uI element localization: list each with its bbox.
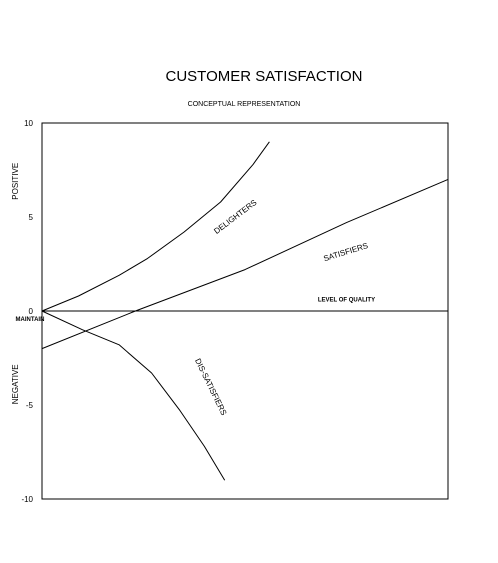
chart-subtitle: CONCEPTUAL REPRESENTATION — [188, 101, 301, 108]
y-tick-labels: 10 5 0 -5 -10 — [21, 119, 33, 504]
positive-axis-label: POSITIVE — [11, 163, 20, 200]
series-line-satisfiers — [41, 178, 449, 350]
series-line-dis-satisfiers — [41, 310, 226, 481]
annotation-dis-satisfiers: DIS-SATISFIERS — [193, 357, 228, 417]
series-lines — [41, 141, 449, 481]
annotation-level-of-quality: LEVEL OF QUALITY — [318, 298, 375, 304]
curve-annotations: DELIGHTERSSATISFIERSDIS-SATISFIERSLEVEL … — [193, 198, 375, 417]
maintain-label: MAINTAIN — [16, 317, 45, 323]
annotation-satisfiers: SATISFIERS — [322, 241, 369, 263]
y-tick-label: 0 — [29, 307, 34, 316]
y-tick-label: -5 — [26, 401, 34, 410]
series-line-delighters — [41, 141, 270, 312]
negative-axis-label: NEGATIVE — [11, 364, 20, 404]
y-tick-label: -10 — [21, 495, 33, 504]
y-tick-label: 5 — [29, 213, 34, 222]
y-tick-label: 10 — [24, 119, 33, 128]
chart-title: CUSTOMER SATISFACTION — [166, 68, 363, 85]
